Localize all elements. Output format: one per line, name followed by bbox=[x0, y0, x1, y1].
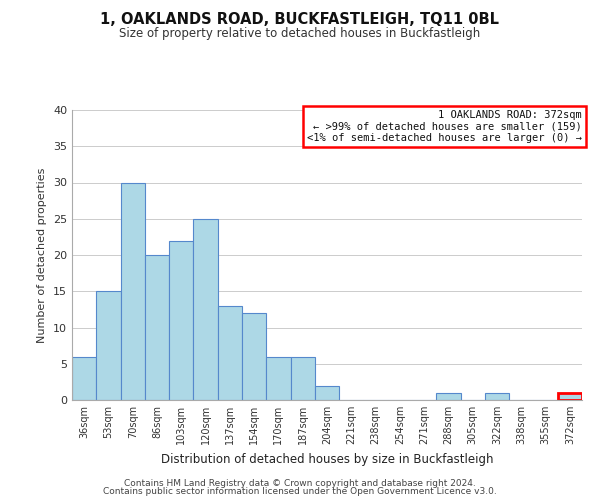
Bar bbox=[436, 393, 461, 400]
Bar bbox=[485, 393, 509, 400]
X-axis label: Distribution of detached houses by size in Buckfastleigh: Distribution of detached houses by size … bbox=[161, 452, 493, 466]
Bar bbox=[242, 313, 266, 400]
Text: Contains public sector information licensed under the Open Government Licence v3: Contains public sector information licen… bbox=[103, 487, 497, 496]
Text: 1, OAKLANDS ROAD, BUCKFASTLEIGH, TQ11 0BL: 1, OAKLANDS ROAD, BUCKFASTLEIGH, TQ11 0B… bbox=[101, 12, 499, 28]
Bar bbox=[72, 356, 96, 400]
Bar bbox=[290, 356, 315, 400]
Text: 1 OAKLANDS ROAD: 372sqm
← >99% of detached houses are smaller (159)
<1% of semi-: 1 OAKLANDS ROAD: 372sqm ← >99% of detach… bbox=[307, 110, 582, 143]
Text: Size of property relative to detached houses in Buckfastleigh: Size of property relative to detached ho… bbox=[119, 28, 481, 40]
Bar bbox=[558, 393, 582, 400]
Bar bbox=[121, 182, 145, 400]
Bar bbox=[193, 219, 218, 400]
Bar bbox=[266, 356, 290, 400]
Text: Contains HM Land Registry data © Crown copyright and database right 2024.: Contains HM Land Registry data © Crown c… bbox=[124, 478, 476, 488]
Bar bbox=[145, 255, 169, 400]
Y-axis label: Number of detached properties: Number of detached properties bbox=[37, 168, 47, 342]
Bar bbox=[96, 291, 121, 400]
Bar bbox=[315, 386, 339, 400]
Bar bbox=[218, 306, 242, 400]
Bar bbox=[169, 240, 193, 400]
